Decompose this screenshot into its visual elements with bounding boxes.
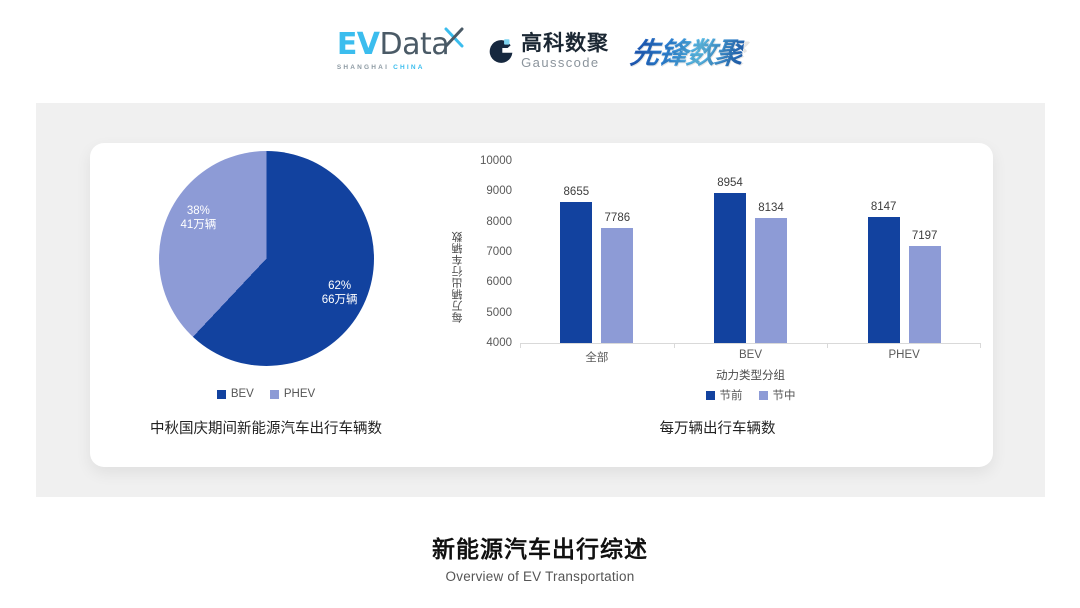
pie-slice-phev-amount: 41万辆 (180, 219, 217, 231)
bar-groups: 8655 7786 8954 8134 (520, 161, 981, 343)
bar-value-all-jiezhong: 7786 (604, 212, 631, 225)
bar-all-jiezhong[interactable]: 7786 (601, 212, 634, 343)
evdata-x-icon (444, 27, 464, 48)
gausscode-text: 高科数聚 Gausscode (521, 33, 609, 69)
bar-legend-swatch-jiezhong (758, 390, 768, 400)
bar-phev-jieqian[interactable]: 8147 (867, 201, 900, 343)
evdata-ev-text: EV (336, 27, 380, 63)
y-tick-5000: 5000 (486, 306, 512, 319)
pie-slice-label-bev: 62% 66万辆 (322, 279, 358, 307)
bar-group-all: 8655 7786 (520, 161, 674, 343)
evdata-data-text: Data (379, 27, 450, 63)
y-tick-9000: 9000 (486, 185, 512, 198)
gausscode-logo: 高科数聚 Gausscode (487, 33, 609, 69)
evdata-tagline-city: SHANGHAI (336, 64, 390, 72)
evdata-wordmark: EVData (336, 27, 464, 63)
charts-row: 62% 66万辆 38% 41万辆 BEV PHEV (90, 143, 993, 467)
x-label-phev: PHEV (888, 349, 920, 361)
pie-slice-label-phev: 38% 41万辆 (181, 204, 217, 232)
pie-legend: BEV PHEV (90, 388, 442, 400)
bar-value-all-jieqian: 8655 (563, 185, 590, 198)
bar-group-phev: 8147 7197 (827, 161, 981, 343)
bar-legend-item-jiezhong[interactable]: 节中 (758, 387, 796, 403)
bar-chart-title: 每万辆出行车辆数 (659, 421, 776, 437)
bar-y-axis-ticks: 10000 9000 8000 7000 6000 5000 4000 (464, 155, 512, 349)
pie-chart-title: 中秋国庆期间新能源汽车出行车辆数 (150, 421, 382, 437)
bar-value-phev-jieqian: 8147 (870, 201, 897, 214)
bar-chart-panel: 每万辆出行车辆数 10000 9000 8000 7000 6000 5000 … (442, 143, 993, 467)
pie-legend-item-phev[interactable]: PHEV (269, 388, 316, 400)
x-label-all: 全部 (585, 352, 609, 364)
footer-title-cn: 新能源汽车出行综述 (432, 537, 648, 563)
pie-slice-phev-percent: 38% (186, 205, 210, 217)
bar-value-bev-jieqian: 8954 (717, 176, 743, 189)
bar-bev-jieqian[interactable]: 8954 (714, 177, 746, 343)
bar-bev-jiezhong[interactable]: 8134 (755, 202, 787, 343)
pie-legend-swatch-phev (269, 389, 279, 399)
xianfeng-logo: 先锋数聚 (628, 30, 746, 72)
bar-x-axis-labels: 全部 BEV PHEV (520, 349, 981, 365)
bar-all-jieqian[interactable]: 8655 (560, 186, 593, 343)
y-tick-8000: 8000 (486, 215, 512, 228)
y-tick-7000: 7000 (486, 246, 512, 258)
pie-chart-panel: 62% 66万辆 38% 41万辆 BEV PHEV (90, 143, 442, 467)
bar-value-phev-jiezhong: 7197 (911, 230, 938, 243)
bar-group-bev: 8954 8134 (674, 161, 828, 343)
evdata-logo: EVData SHANGHAI CHINA (336, 27, 465, 72)
y-tick-4000: 4000 (486, 337, 512, 349)
evdata-tagline: SHANGHAI CHINA (337, 65, 425, 72)
pie-chart: 62% 66万辆 38% 41万辆 (158, 151, 374, 366)
y-tick-6000: 6000 (486, 276, 512, 289)
pie-legend-swatch-bev (216, 389, 226, 399)
bar-chart-area: 每万辆出行车辆数 10000 9000 8000 7000 6000 5000 … (442, 155, 993, 411)
pie-chart-area: 62% 66万辆 38% 41万辆 (90, 151, 442, 391)
bar-value-bev-jiezhong: 8134 (758, 201, 784, 214)
pie-slice-bev-percent: 62% (328, 280, 352, 292)
pie-legend-item-bev[interactable]: BEV (216, 388, 254, 400)
bar-legend-label-jieqian: 节前 (719, 390, 743, 402)
bar-legend-item-jieqian[interactable]: 节前 (705, 387, 743, 403)
gausscode-cn-name: 高科数聚 (521, 32, 610, 55)
bar-legend-label-jiezhong: 节中 (772, 390, 796, 402)
footer: 新能源汽车出行综述 Overview of EV Transportation (0, 530, 1080, 584)
bar-phev-jiezhong[interactable]: 7197 (908, 230, 941, 343)
axis-tick-2 (827, 343, 829, 348)
y-tick-10000: 10000 (480, 155, 512, 167)
bar-legend: 节前 节中 (520, 387, 981, 403)
gausscode-en-name: Gausscode (521, 55, 600, 70)
axis-tick-left (520, 343, 521, 348)
gausscode-mark-icon (487, 37, 515, 65)
bar-legend-swatch-jieqian (705, 390, 715, 400)
pie-legend-label-bev: BEV (230, 388, 254, 400)
evdata-tagline-country: CHINA (393, 64, 425, 72)
axis-tick-1 (673, 343, 675, 348)
logo-bar: EVData SHANGHAI CHINA 高科数聚 Gausscode 先锋数… (0, 22, 1080, 80)
charts-card: 62% 66万辆 38% 41万辆 BEV PHEV (90, 143, 993, 467)
footer-title-en: Overview of EV Transportation (445, 569, 635, 584)
bar-x-axis-title: 动力类型分组 (716, 370, 785, 382)
pie-slice-bev-amount: 66万辆 (321, 294, 358, 306)
pie-legend-label-phev: PHEV (283, 388, 316, 400)
axis-tick-right (980, 343, 981, 348)
bar-plot-region: 8655 7786 8954 8134 (520, 161, 981, 348)
x-label-bev: BEV (739, 349, 763, 361)
